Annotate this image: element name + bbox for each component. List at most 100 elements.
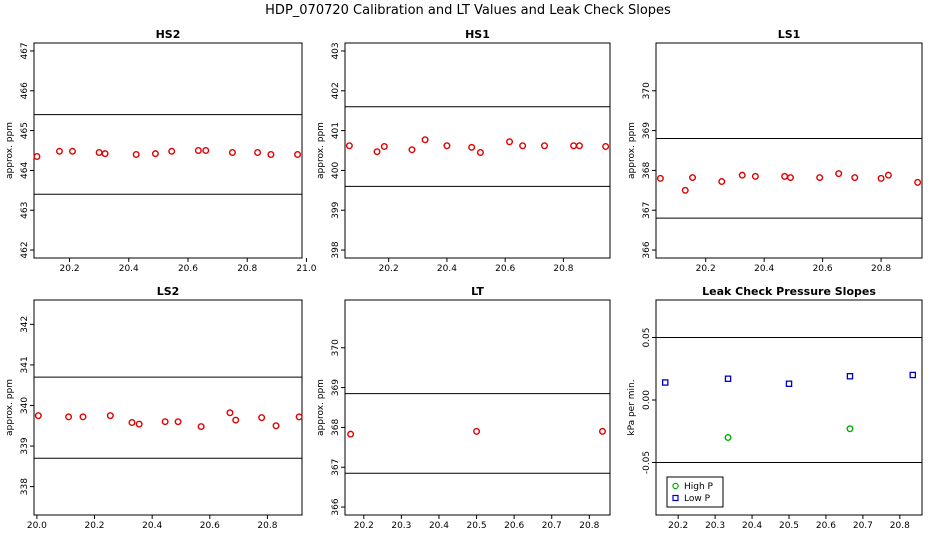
x-tick-label: 20.4 [429, 521, 449, 531]
x-tick-label: 20.2 [379, 264, 399, 274]
x-tick-label: 20.8 [890, 521, 910, 531]
data-point [161, 418, 169, 426]
x-tick-label: 20.8 [257, 521, 277, 531]
y-tick-label: 466 [20, 82, 30, 99]
data-point [785, 380, 793, 387]
x-tick-label: 20.6 [495, 264, 515, 274]
data-point [68, 147, 76, 155]
plot-frame [655, 42, 923, 259]
data-point [79, 413, 87, 421]
data-point [681, 186, 689, 194]
legend: High P Low P [666, 476, 724, 508]
panel-title: LS2 [157, 285, 180, 298]
x-tick-label: 20.2 [60, 264, 80, 274]
y-tick-label: -0.05 [642, 451, 652, 474]
x-tick-label: 20.2 [354, 521, 374, 531]
y-axis-label: approx. ppm [5, 122, 15, 179]
data-point [914, 178, 922, 186]
chart-panel-leak: Leak Check Pressure Slopes 20.2 20.3 20.4 20… [627, 285, 923, 531]
y-axis-label: approx. ppm [316, 379, 326, 436]
data-point [909, 371, 917, 379]
y-tick-label: 368 [331, 419, 341, 436]
data-point [718, 178, 726, 186]
data-point [751, 172, 759, 180]
x-tick-label: 20.8 [553, 264, 573, 274]
legend-box [666, 476, 724, 508]
legend-label: Low P [684, 494, 711, 504]
data-point [816, 174, 824, 182]
x-tick-label: 20.6 [504, 521, 524, 531]
y-tick-label: 368 [642, 162, 652, 179]
x-tick-label: 20.6 [178, 264, 198, 274]
data-point [106, 412, 114, 420]
data-point [267, 150, 275, 158]
legend-swatch [672, 494, 679, 502]
legend-label: High P [684, 482, 714, 492]
y-axis-label: approx. ppm [316, 122, 326, 179]
data-point [174, 418, 182, 426]
y-tick-label: 400 [331, 162, 341, 179]
data-point [408, 146, 416, 154]
y-tick-label: 369 [642, 122, 652, 139]
chart-panel-lt: LT 20.2 20.3 20.4 20.5 20.6 20.7 20.8 366 367 368 3… [316, 285, 611, 531]
data-point [570, 142, 578, 150]
data-point [884, 171, 892, 179]
y-tick-label: 339 [20, 437, 30, 454]
chart-panel-ls2: LS2 20.0 20.2 20.4 20.6 20.8 338 339 340 341 342 ap… [5, 285, 303, 531]
data-point [598, 427, 606, 435]
panel-title: LT [471, 285, 484, 298]
legend-swatch [672, 482, 679, 490]
y-tick-label: 341 [20, 356, 30, 373]
data-point [851, 174, 859, 182]
y-tick-label: 0.00 [642, 390, 652, 410]
y-tick-label: 366 [331, 498, 341, 515]
data-point [34, 412, 42, 420]
data-point [656, 174, 664, 182]
chart-panel-hs1: HS1 20.2 20.4 20.6 20.8 398 399 400 401 402 403 app… [316, 28, 611, 274]
x-tick-label: 20.3 [391, 521, 411, 531]
x-tick-label: 20.4 [754, 264, 774, 274]
data-point [295, 413, 303, 421]
data-point [95, 148, 103, 156]
x-tick-label: 20.5 [467, 521, 487, 531]
x-tick-label: 20.7 [542, 521, 562, 531]
data-point [347, 430, 355, 438]
data-point [877, 174, 885, 182]
data-point [476, 148, 484, 156]
data-point [602, 143, 610, 151]
x-tick-label: 20.6 [813, 264, 833, 274]
data-point [272, 422, 280, 430]
chart-panel-ls1: LS1 20.2 20.4 20.6 20.8 366 367 368 369 370 approx… [627, 28, 923, 274]
y-axis-label: kPa per min. [627, 379, 637, 435]
panel-title: HS1 [465, 28, 490, 41]
plot-frame [344, 299, 611, 516]
y-tick-label: 462 [20, 241, 30, 258]
panel-title: Leak Check Pressure Slopes [702, 285, 876, 298]
data-point [132, 150, 140, 158]
data-point [575, 142, 583, 150]
data-point [197, 423, 205, 431]
y-tick-label: 401 [331, 122, 341, 139]
data-point [128, 419, 136, 427]
x-tick-label: 20.6 [816, 521, 836, 531]
x-tick-label: 20.0 [27, 521, 47, 531]
x-tick-label: 20.7 [853, 521, 873, 531]
x-tick-label: 20.4 [142, 521, 162, 531]
y-tick-label: 464 [20, 162, 30, 179]
y-axis-label: approx. ppm [5, 379, 15, 436]
data-point [724, 434, 732, 442]
x-tick-label: 21.0 [296, 264, 316, 274]
data-point [738, 171, 746, 179]
data-point [846, 425, 854, 433]
x-tick-label: 20.3 [705, 521, 725, 531]
x-tick-label: 20.8 [579, 521, 599, 531]
y-tick-label: 367 [642, 202, 652, 219]
panel-title: LS1 [778, 28, 801, 41]
chart-panel-hs2: HS2 20.2 20.4 20.6 20.8 21.0 462 463 464 465 466 46… [5, 28, 317, 274]
y-tick-label: 0.05 [642, 327, 652, 347]
y-tick-label: 370 [642, 82, 652, 99]
data-point [468, 143, 476, 151]
figure-title: HDP_070720 Calibration and LT Values and… [265, 3, 671, 18]
data-point [443, 142, 451, 150]
